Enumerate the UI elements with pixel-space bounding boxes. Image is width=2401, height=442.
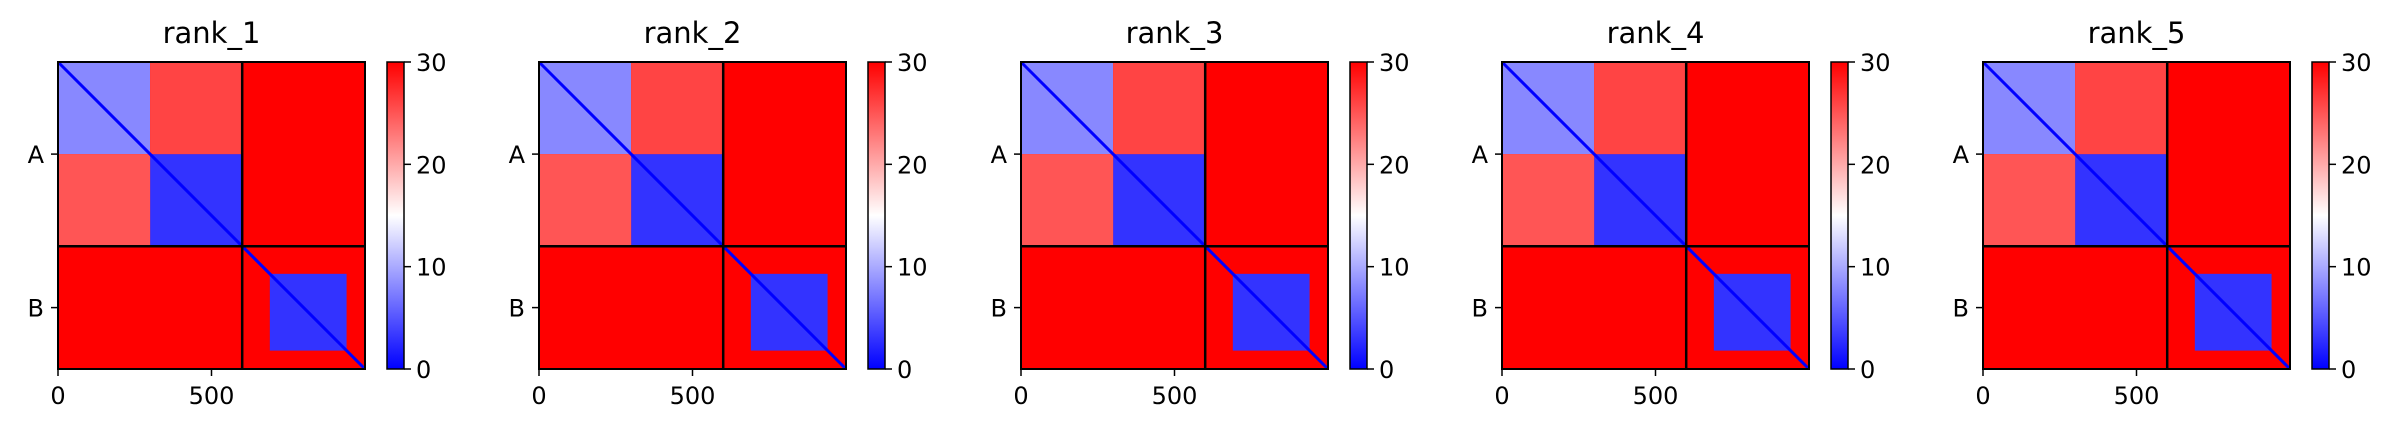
heatmap-block <box>1983 154 2076 247</box>
x-tick-label: 500 <box>2114 382 2160 410</box>
heatmap-block <box>539 246 724 369</box>
heatmap-block <box>1021 154 1114 247</box>
x-tick-label: 500 <box>1152 382 1198 410</box>
heatmap-block <box>1502 154 1595 247</box>
chain-label: A <box>1953 141 1970 169</box>
heatmap-block <box>539 154 632 247</box>
heatmap-block <box>723 62 846 247</box>
colorbar-tick-label: 20 <box>2341 151 2372 179</box>
chain-label: A <box>28 141 45 169</box>
colorbar-tick-label: 0 <box>897 356 912 384</box>
panel-title: rank_1 <box>163 16 261 50</box>
colorbar-tick-label: 20 <box>1860 151 1891 179</box>
panel-1: rank_1 0 500 A B 0 10 20 30 <box>28 16 447 410</box>
colorbar-tick-label: 30 <box>2341 49 2372 77</box>
x-tick-label: 500 <box>1633 382 1679 410</box>
colorbar <box>2311 61 2330 370</box>
heatmap-block <box>150 62 243 155</box>
chain-label: B <box>991 295 1007 323</box>
heatmap-block <box>1205 62 1328 247</box>
colorbar-tick-label: 20 <box>897 151 928 179</box>
panel-title: rank_5 <box>2088 16 2186 50</box>
colorbar-tick-label: 30 <box>416 49 447 77</box>
heatmap-block <box>1983 246 2168 369</box>
x-tick-label: 0 <box>1013 382 1028 410</box>
heatmap-diagonal <box>56 60 367 371</box>
x-tick-label: 0 <box>1975 382 1990 410</box>
colorbar-tick-label: 10 <box>1379 254 1410 282</box>
colorbar-tick-label: 30 <box>1860 49 1891 77</box>
x-tick-label: 500 <box>189 382 235 410</box>
colorbar-tick-label: 20 <box>1379 151 1410 179</box>
heatmap-block <box>631 62 724 155</box>
chain-label: A <box>1472 141 1489 169</box>
colorbar-tick-label: 20 <box>416 151 447 179</box>
colorbar-tick-label: 0 <box>416 356 431 384</box>
chain-label: B <box>1953 295 1969 323</box>
heatmap-diagonal <box>1019 60 1330 371</box>
heatmap-block <box>2167 62 2290 247</box>
colorbar <box>1830 61 1849 370</box>
heatmap-block <box>1594 62 1687 155</box>
colorbar <box>386 61 405 370</box>
heatmap-diagonal <box>537 60 848 371</box>
heatmap-block <box>1686 62 1809 247</box>
heatmap-diagonal <box>1500 60 1811 371</box>
colorbar-tick-label: 0 <box>2341 356 2356 384</box>
x-tick-label: 0 <box>531 382 546 410</box>
heatmap-block <box>1502 246 1687 369</box>
colorbar-tick-label: 30 <box>1379 49 1410 77</box>
colorbar-tick-label: 0 <box>1379 356 1394 384</box>
chain-label: A <box>509 141 526 169</box>
colorbar-tick-label: 10 <box>2341 254 2372 282</box>
heatmap-diagonal <box>1981 60 2292 371</box>
panel-title: rank_4 <box>1607 16 1705 50</box>
colorbar-tick-label: 10 <box>897 254 928 282</box>
x-tick-label: 0 <box>50 382 65 410</box>
colorbar-tick-label: 0 <box>1860 356 1875 384</box>
colorbar-tick-label: 30 <box>897 49 928 77</box>
chain-label: B <box>1472 295 1488 323</box>
heatmap-block <box>58 154 151 247</box>
panel-3: rank_3 0 500 A B 0 10 20 30 <box>991 16 1410 410</box>
chain-label: B <box>28 295 44 323</box>
x-tick-label: 500 <box>670 382 716 410</box>
panel-title: rank_3 <box>1126 16 1224 50</box>
heatmap-block <box>1021 246 1206 369</box>
heatmap-block <box>58 246 243 369</box>
panel-5: rank_5 0 500 A B 0 10 20 30 <box>1953 16 2372 410</box>
panel-2: rank_2 0 500 A B 0 10 20 30 <box>509 16 928 410</box>
chain-label: B <box>509 295 525 323</box>
panel-title: rank_2 <box>644 16 742 50</box>
colorbar-tick-label: 10 <box>1860 254 1891 282</box>
colorbar <box>1349 61 1368 370</box>
heatmap-block <box>2075 62 2168 155</box>
heatmap-block <box>1113 62 1206 155</box>
colorbar <box>867 61 886 370</box>
chain-label: A <box>991 141 1008 169</box>
panel-4: rank_4 0 500 A B 0 10 20 30 <box>1472 16 1891 410</box>
colorbar-tick-label: 10 <box>416 254 447 282</box>
x-tick-label: 0 <box>1494 382 1509 410</box>
heatmap-block <box>242 62 365 247</box>
